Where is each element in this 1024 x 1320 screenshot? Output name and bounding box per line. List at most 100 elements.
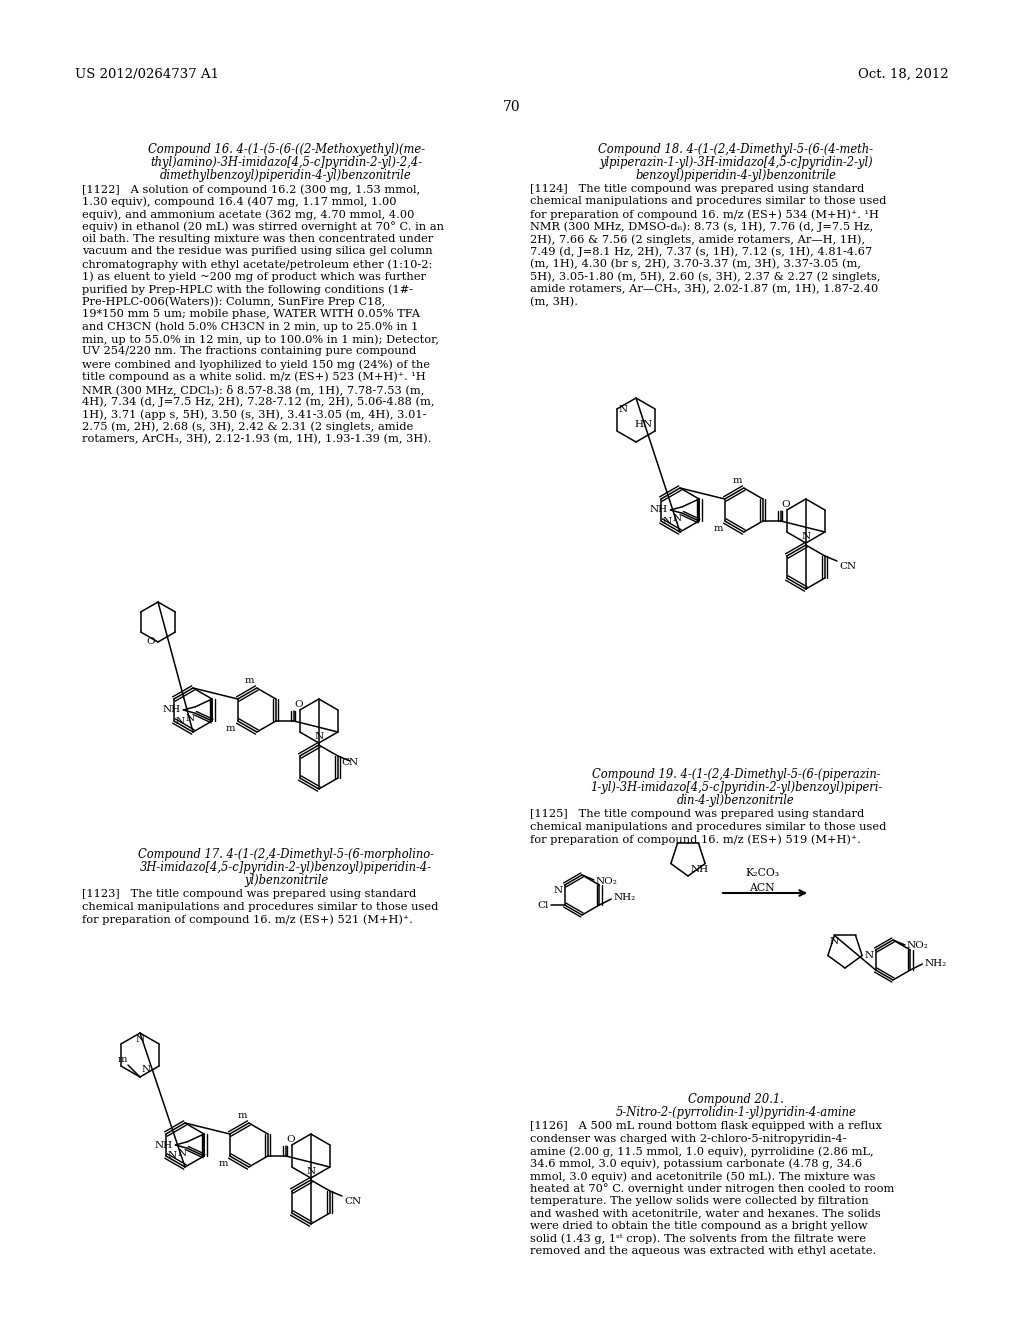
Text: m: m bbox=[118, 1055, 127, 1064]
Text: O: O bbox=[146, 636, 155, 645]
Text: equiv) in ethanol (20 mL) was stirred overnight at 70° C. in an: equiv) in ethanol (20 mL) was stirred ov… bbox=[82, 222, 444, 232]
Text: 1.30 equiv), compound 16.4 (407 mg, 1.17 mmol, 1.00: 1.30 equiv), compound 16.4 (407 mg, 1.17… bbox=[82, 197, 396, 207]
Text: mmol, 3.0 equiv) and acetonitrile (50 mL). The mixture was: mmol, 3.0 equiv) and acetonitrile (50 mL… bbox=[530, 1171, 876, 1181]
Text: were combined and lyophilized to yield 150 mg (24%) of the: were combined and lyophilized to yield 1… bbox=[82, 359, 430, 370]
Text: NO₂: NO₂ bbox=[907, 941, 929, 950]
Text: vacuum and the residue was purified using silica gel column: vacuum and the residue was purified usin… bbox=[82, 247, 432, 256]
Text: ylpiperazin-1-yl)-3H-imidazo[4,5-c]pyridin-2-yl): ylpiperazin-1-yl)-3H-imidazo[4,5-c]pyrid… bbox=[599, 156, 872, 169]
Text: Pre-HPLC-006(Waters)): Column, SunFire Prep C18,: Pre-HPLC-006(Waters)): Column, SunFire P… bbox=[82, 297, 385, 308]
Text: N: N bbox=[135, 1035, 144, 1044]
Text: NH: NH bbox=[649, 506, 668, 515]
Text: NH: NH bbox=[155, 1140, 172, 1150]
Text: N: N bbox=[829, 937, 839, 946]
Text: NMR (300 MHz, CDCl₃): δ 8.57-8.38 (m, 1H), 7.78-7.53 (m,: NMR (300 MHz, CDCl₃): δ 8.57-8.38 (m, 1H… bbox=[82, 384, 424, 395]
Text: chemical manipulations and procedures similar to those used: chemical manipulations and procedures si… bbox=[530, 821, 887, 832]
Text: CN: CN bbox=[344, 1197, 361, 1206]
Text: [1124]   The title compound was prepared using standard: [1124] The title compound was prepared u… bbox=[530, 183, 864, 194]
Text: for preparation of compound 16. m/z (ES+) 534 (M+H)⁺. ¹H: for preparation of compound 16. m/z (ES+… bbox=[530, 209, 879, 219]
Text: 1H), 3.71 (app s, 5H), 3.50 (s, 3H), 3.41-3.05 (m, 4H), 3.01-: 1H), 3.71 (app s, 5H), 3.50 (s, 3H), 3.4… bbox=[82, 409, 427, 420]
Text: N: N bbox=[142, 1065, 152, 1074]
Text: solid (1.43 g, 1ˢᵗ crop). The solvents from the filtrate were: solid (1.43 g, 1ˢᵗ crop). The solvents f… bbox=[530, 1233, 866, 1243]
Text: N: N bbox=[802, 532, 810, 541]
Text: m: m bbox=[218, 1159, 227, 1168]
Text: min, up to 55.0% in 12 min, up to 100.0% in 1 min); Detector,: min, up to 55.0% in 12 min, up to 100.0%… bbox=[82, 334, 439, 345]
Text: (m, 1H), 4.30 (br s, 2H), 3.70-3.37 (m, 3H), 3.37-3.05 (m,: (m, 1H), 4.30 (br s, 2H), 3.70-3.37 (m, … bbox=[530, 259, 861, 269]
Text: O: O bbox=[782, 500, 791, 510]
Text: din-4-yl)benzonitrile: din-4-yl)benzonitrile bbox=[677, 795, 795, 807]
Text: ACN: ACN bbox=[750, 883, 775, 894]
Text: N: N bbox=[673, 515, 682, 523]
Text: were dried to obtain the title compound as a bright yellow: were dried to obtain the title compound … bbox=[530, 1221, 867, 1232]
Text: rotamers, ArCH₃, 3H), 2.12-1.93 (m, 1H), 1.93-1.39 (m, 3H).: rotamers, ArCH₃, 3H), 2.12-1.93 (m, 1H),… bbox=[82, 434, 431, 445]
Text: [1125]   The title compound was prepared using standard: [1125] The title compound was prepared u… bbox=[530, 809, 864, 818]
Text: removed and the aqueous was extracted with ethyl acetate.: removed and the aqueous was extracted wi… bbox=[530, 1246, 877, 1257]
Text: (m, 3H).: (m, 3H). bbox=[530, 297, 578, 306]
Text: Compound 16. 4-(1-(5-(6-((2-Methoxyethyl)(me-: Compound 16. 4-(1-(5-(6-((2-Methoxyethyl… bbox=[147, 143, 425, 156]
Text: chemical manipulations and procedures similar to those used: chemical manipulations and procedures si… bbox=[82, 902, 438, 912]
Text: and washed with acetonitrile, water and hexanes. The solids: and washed with acetonitrile, water and … bbox=[530, 1209, 881, 1218]
Text: m: m bbox=[732, 477, 741, 484]
Text: for preparation of compound 16. m/z (ES+) 519 (M+H)⁺.: for preparation of compound 16. m/z (ES+… bbox=[530, 834, 861, 845]
Text: N: N bbox=[168, 1151, 177, 1160]
Text: and CH3CN (hold 5.0% CH3CN in 2 min, up to 25.0% in 1: and CH3CN (hold 5.0% CH3CN in 2 min, up … bbox=[82, 322, 419, 333]
Text: N: N bbox=[618, 404, 628, 413]
Text: 4H), 7.34 (d, J=7.5 Hz, 2H), 7.28-7.12 (m, 2H), 5.06-4.88 (m,: 4H), 7.34 (d, J=7.5 Hz, 2H), 7.28-7.12 (… bbox=[82, 396, 434, 407]
Text: [1123]   The title compound was prepared using standard: [1123] The title compound was prepared u… bbox=[82, 888, 416, 899]
Text: 19*150 mm 5 um; mobile phase, WATER WITH 0.05% TFA: 19*150 mm 5 um; mobile phase, WATER WITH… bbox=[82, 309, 420, 319]
Text: Compound 19. 4-(1-(2,4-Dimethyl-5-(6-(piperazin-: Compound 19. 4-(1-(2,4-Dimethyl-5-(6-(pi… bbox=[592, 768, 881, 781]
Text: 2H), 7.66 & 7.56 (2 singlets, amide rotamers, Ar—H, 1H),: 2H), 7.66 & 7.56 (2 singlets, amide rota… bbox=[530, 234, 865, 244]
Text: condenser was charged with 2-chloro-5-nitropyridin-4-: condenser was charged with 2-chloro-5-ni… bbox=[530, 1134, 847, 1143]
Text: 5H), 3.05-1.80 (m, 5H), 2.60 (s, 3H), 2.37 & 2.27 (2 singlets,: 5H), 3.05-1.80 (m, 5H), 2.60 (s, 3H), 2.… bbox=[530, 272, 881, 282]
Text: NH: NH bbox=[691, 865, 710, 874]
Text: yl)benzonitrile: yl)benzonitrile bbox=[244, 874, 328, 887]
Text: chemical manipulations and procedures similar to those used: chemical manipulations and procedures si… bbox=[530, 197, 887, 206]
Text: NH₂: NH₂ bbox=[613, 894, 636, 903]
Text: 2.75 (m, 2H), 2.68 (s, 3H), 2.42 & 2.31 (2 singlets, amide: 2.75 (m, 2H), 2.68 (s, 3H), 2.42 & 2.31 … bbox=[82, 421, 414, 432]
Text: N: N bbox=[554, 886, 562, 895]
Text: 1) as eluent to yield ~200 mg of product which was further: 1) as eluent to yield ~200 mg of product… bbox=[82, 272, 426, 282]
Text: UV 254/220 nm. The fractions containing pure compound: UV 254/220 nm. The fractions containing … bbox=[82, 346, 416, 356]
Text: N: N bbox=[306, 1167, 315, 1176]
Text: N: N bbox=[663, 516, 672, 525]
Text: dimethylbenzoyl)piperidin-4-yl)benzonitrile: dimethylbenzoyl)piperidin-4-yl)benzonitr… bbox=[160, 169, 412, 182]
Text: US 2012/0264737 A1: US 2012/0264737 A1 bbox=[75, 69, 219, 81]
Text: 3H-imidazo[4,5-c]pyridin-2-yl)benzoyl)piperidin-4-: 3H-imidazo[4,5-c]pyridin-2-yl)benzoyl)pi… bbox=[140, 861, 432, 874]
Text: [1126]   A 500 mL round bottom flask equipped with a reflux: [1126] A 500 mL round bottom flask equip… bbox=[530, 1121, 882, 1131]
Text: O: O bbox=[295, 700, 303, 709]
Text: m: m bbox=[714, 524, 723, 533]
Text: oil bath. The resulting mixture was then concentrated under: oil bath. The resulting mixture was then… bbox=[82, 234, 433, 244]
Text: 1-yl)-3H-imidazo[4,5-c]pyridin-2-yl)benzoyl)piperi-: 1-yl)-3H-imidazo[4,5-c]pyridin-2-yl)benz… bbox=[590, 781, 882, 795]
Text: Compound 20.1.: Compound 20.1. bbox=[688, 1093, 784, 1106]
Text: CN: CN bbox=[839, 562, 856, 572]
Text: heated at 70° C. overnight under nitrogen then cooled to room: heated at 70° C. overnight under nitroge… bbox=[530, 1184, 894, 1195]
Text: m: m bbox=[238, 1111, 247, 1119]
Text: N: N bbox=[314, 733, 324, 741]
Text: title compound as a white solid. m/z (ES+) 523 (M+H)⁺. ¹H: title compound as a white solid. m/z (ES… bbox=[82, 371, 426, 381]
Text: benzoyl)piperidin-4-yl)benzonitrile: benzoyl)piperidin-4-yl)benzonitrile bbox=[636, 169, 837, 182]
Text: equiv), and ammonium acetate (362 mg, 4.70 mmol, 4.00: equiv), and ammonium acetate (362 mg, 4.… bbox=[82, 209, 415, 219]
Text: Compound 18. 4-(1-(2,4-Dimethyl-5-(6-(4-meth-: Compound 18. 4-(1-(2,4-Dimethyl-5-(6-(4-… bbox=[598, 143, 873, 156]
Text: thyl)amino)-3H-imidazo[4,5-c]pyridin-2-yl)-2,4-: thyl)amino)-3H-imidazo[4,5-c]pyridin-2-y… bbox=[150, 156, 422, 169]
Text: Oct. 18, 2012: Oct. 18, 2012 bbox=[858, 69, 949, 81]
Text: chromatography with ethyl acetate/petroleum ether (1:10-2:: chromatography with ethyl acetate/petrol… bbox=[82, 259, 432, 269]
Text: Cl: Cl bbox=[538, 900, 549, 909]
Text: NH: NH bbox=[163, 705, 180, 714]
Text: temperature. The yellow solids were collected by filtration: temperature. The yellow solids were coll… bbox=[530, 1196, 868, 1206]
Text: m: m bbox=[225, 723, 234, 733]
Text: NH₂: NH₂ bbox=[925, 958, 946, 968]
Text: 70: 70 bbox=[503, 100, 521, 114]
Text: N: N bbox=[177, 1150, 186, 1159]
Text: CN: CN bbox=[341, 758, 358, 767]
Text: N: N bbox=[185, 714, 195, 723]
Text: purified by Prep-HPLC with the following conditions (1#-: purified by Prep-HPLC with the following… bbox=[82, 284, 413, 294]
Text: 5-Nitro-2-(pyrrolidin-1-yl)pyridin-4-amine: 5-Nitro-2-(pyrrolidin-1-yl)pyridin-4-ami… bbox=[615, 1106, 856, 1119]
Text: NMR (300 MHz, DMSO-d₆): 8.73 (s, 1H), 7.76 (d, J=7.5 Hz,: NMR (300 MHz, DMSO-d₆): 8.73 (s, 1H), 7.… bbox=[530, 222, 873, 232]
Text: 7.49 (d, J=8.1 Hz, 2H), 7.37 (s, 1H), 7.12 (s, 1H), 4.81-4.67: 7.49 (d, J=8.1 Hz, 2H), 7.37 (s, 1H), 7.… bbox=[530, 247, 872, 257]
Text: amide rotamers, Ar—CH₃, 3H), 2.02-1.87 (m, 1H), 1.87-2.40: amide rotamers, Ar—CH₃, 3H), 2.02-1.87 (… bbox=[530, 284, 879, 294]
Text: HN: HN bbox=[635, 420, 653, 429]
Text: Compound 17. 4-(1-(2,4-Dimethyl-5-(6-morpholino-: Compound 17. 4-(1-(2,4-Dimethyl-5-(6-mor… bbox=[138, 847, 434, 861]
Text: amine (2.00 g, 11.5 mmol, 1.0 equiv), pyrrolidine (2.86 mL,: amine (2.00 g, 11.5 mmol, 1.0 equiv), py… bbox=[530, 1146, 873, 1156]
Text: O: O bbox=[287, 1135, 296, 1144]
Text: 34.6 mmol, 3.0 equiv), potassium carbonate (4.78 g, 34.6: 34.6 mmol, 3.0 equiv), potassium carbona… bbox=[530, 1159, 862, 1170]
Text: N: N bbox=[176, 717, 185, 726]
